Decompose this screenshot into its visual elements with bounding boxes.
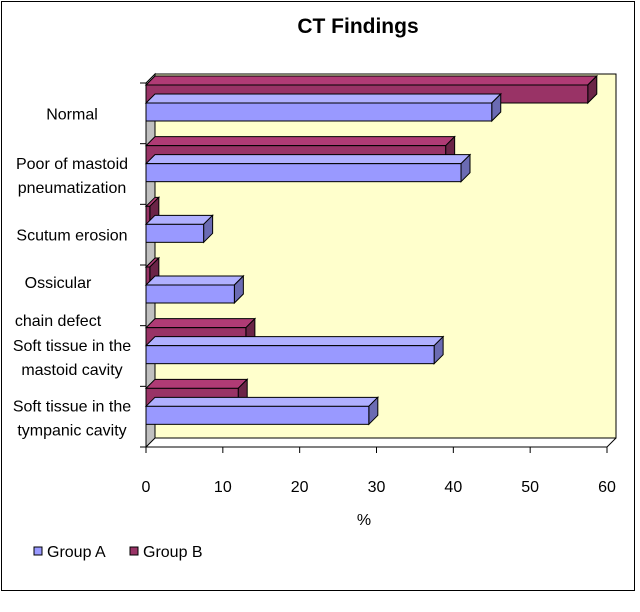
category-label: chain defect [15, 313, 102, 330]
bar-group-a-4-front [145, 345, 435, 365]
bar-group-a-0-top [144, 93, 502, 104]
category-label: Normal [46, 106, 98, 123]
x-axis-ticks: 0 10 20 30 40 50 60 [142, 447, 616, 496]
bar-group-a-5-front [145, 405, 370, 425]
bar-group-b-4-top [144, 318, 257, 329]
bar-group-a-0 [144, 92, 502, 123]
bar-group-a-3-top [144, 275, 245, 286]
x-axis-label: % [357, 512, 371, 529]
x-axis-depth-line [606, 437, 617, 448]
legend-swatch [129, 546, 139, 556]
bar-group-b-0-top [144, 75, 598, 86]
bar-group-a-2-top [144, 214, 214, 225]
legend-label: Group B [143, 544, 203, 561]
bar-group-a-3-front [145, 284, 235, 304]
bar-group-a-3 [144, 274, 245, 305]
category-label: Poor of mastoid [16, 156, 128, 173]
legend: Group A Group B [33, 544, 203, 561]
x-tick-label: 20 [291, 479, 309, 496]
category-label: mastoid cavity [21, 362, 122, 379]
bar-group-a-1 [144, 153, 472, 183]
x-tick-label: 0 [142, 479, 151, 496]
category-labels: Normal Poor of mastoid pneumatization Scutu… [13, 106, 131, 439]
category-label: Soft tissue in the [13, 338, 131, 355]
category-label: Scutum erosion [16, 228, 127, 245]
bar-group-a-1-top [144, 154, 472, 165]
bar-group-a-2-front [145, 223, 205, 243]
bar-group-a-2 [144, 214, 214, 244]
x-tick-label: 30 [368, 479, 386, 496]
chart-title: CT Findings [297, 15, 418, 38]
bar-group-b-1-top [144, 136, 456, 147]
x-tick-label: 40 [444, 479, 462, 496]
bar-group-a-0-front [145, 102, 493, 122]
bar-group-a-5-top [144, 396, 380, 407]
x-tick-label: 60 [598, 479, 616, 496]
category-label: Soft tissue in the [13, 399, 131, 416]
plot-area [140, 72, 617, 449]
category-label: pneumatization [18, 180, 127, 197]
category-label: tympanic cavity [17, 423, 126, 440]
bar-group-b-5-top [144, 378, 249, 389]
bar-group-a-5 [144, 396, 380, 426]
x-tick-label: 50 [521, 479, 539, 496]
bar-group-a-4 [144, 335, 445, 365]
x-tick-label: 10 [214, 479, 232, 496]
bar-group-a-4-top [144, 336, 445, 347]
bar-group-a-1-front [145, 163, 462, 183]
legend-swatch [33, 546, 43, 556]
category-label: Ossicular [25, 275, 92, 292]
legend-label: Group A [47, 544, 106, 561]
